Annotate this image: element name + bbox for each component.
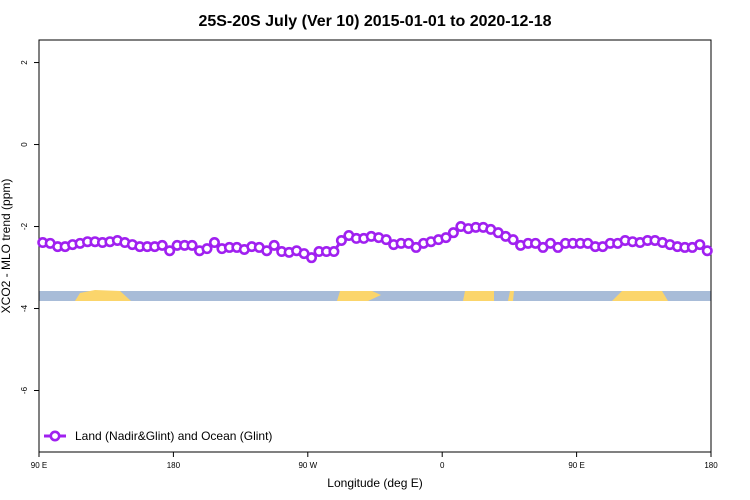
data-point <box>328 246 340 258</box>
land-segment <box>612 291 668 301</box>
data-point <box>186 239 198 251</box>
y-tick-label: 2 <box>20 60 29 65</box>
data-point <box>380 234 392 246</box>
y-tick-label: 0 <box>20 142 29 147</box>
data-point <box>268 239 280 251</box>
data-point <box>156 239 168 251</box>
chart-title: 25S-20S July (Ver 10) 2015-01-01 to 2020… <box>198 13 551 30</box>
land-segment <box>337 291 381 301</box>
land-segment <box>75 290 131 301</box>
x-tick-label: 90 W <box>298 461 317 470</box>
y-tick-label: -6 <box>20 386 29 394</box>
x-axis-label: Longitude (deg E) <box>327 476 422 490</box>
data-point <box>447 227 459 239</box>
x-tick-label: 180 <box>704 461 718 470</box>
land-segment <box>508 291 514 301</box>
data-point <box>261 245 273 257</box>
data-point <box>335 234 347 246</box>
land-segment <box>463 291 494 301</box>
y-tick-label: -4 <box>20 304 29 312</box>
data-point <box>701 245 713 257</box>
y-axis-label: XCO2 - MLO trend (ppm) <box>0 179 13 314</box>
x-tick-label: 90 E <box>31 461 47 470</box>
data-point <box>201 243 213 255</box>
legend-marker <box>49 430 61 442</box>
x-tick-label: 0 <box>440 461 445 470</box>
y-tick-label: -2 <box>20 222 29 230</box>
data-point <box>164 245 176 257</box>
data-point <box>306 252 318 264</box>
data-point <box>208 237 220 249</box>
x-tick-label: 180 <box>167 461 181 470</box>
data-point <box>440 232 452 244</box>
data-point <box>694 239 706 251</box>
legend-label: Land (Nadir&Glint) and Ocean (Glint) <box>75 429 272 443</box>
land-ocean-band <box>39 290 711 301</box>
data-point <box>507 234 519 246</box>
x-tick-label: 90 E <box>568 461 584 470</box>
